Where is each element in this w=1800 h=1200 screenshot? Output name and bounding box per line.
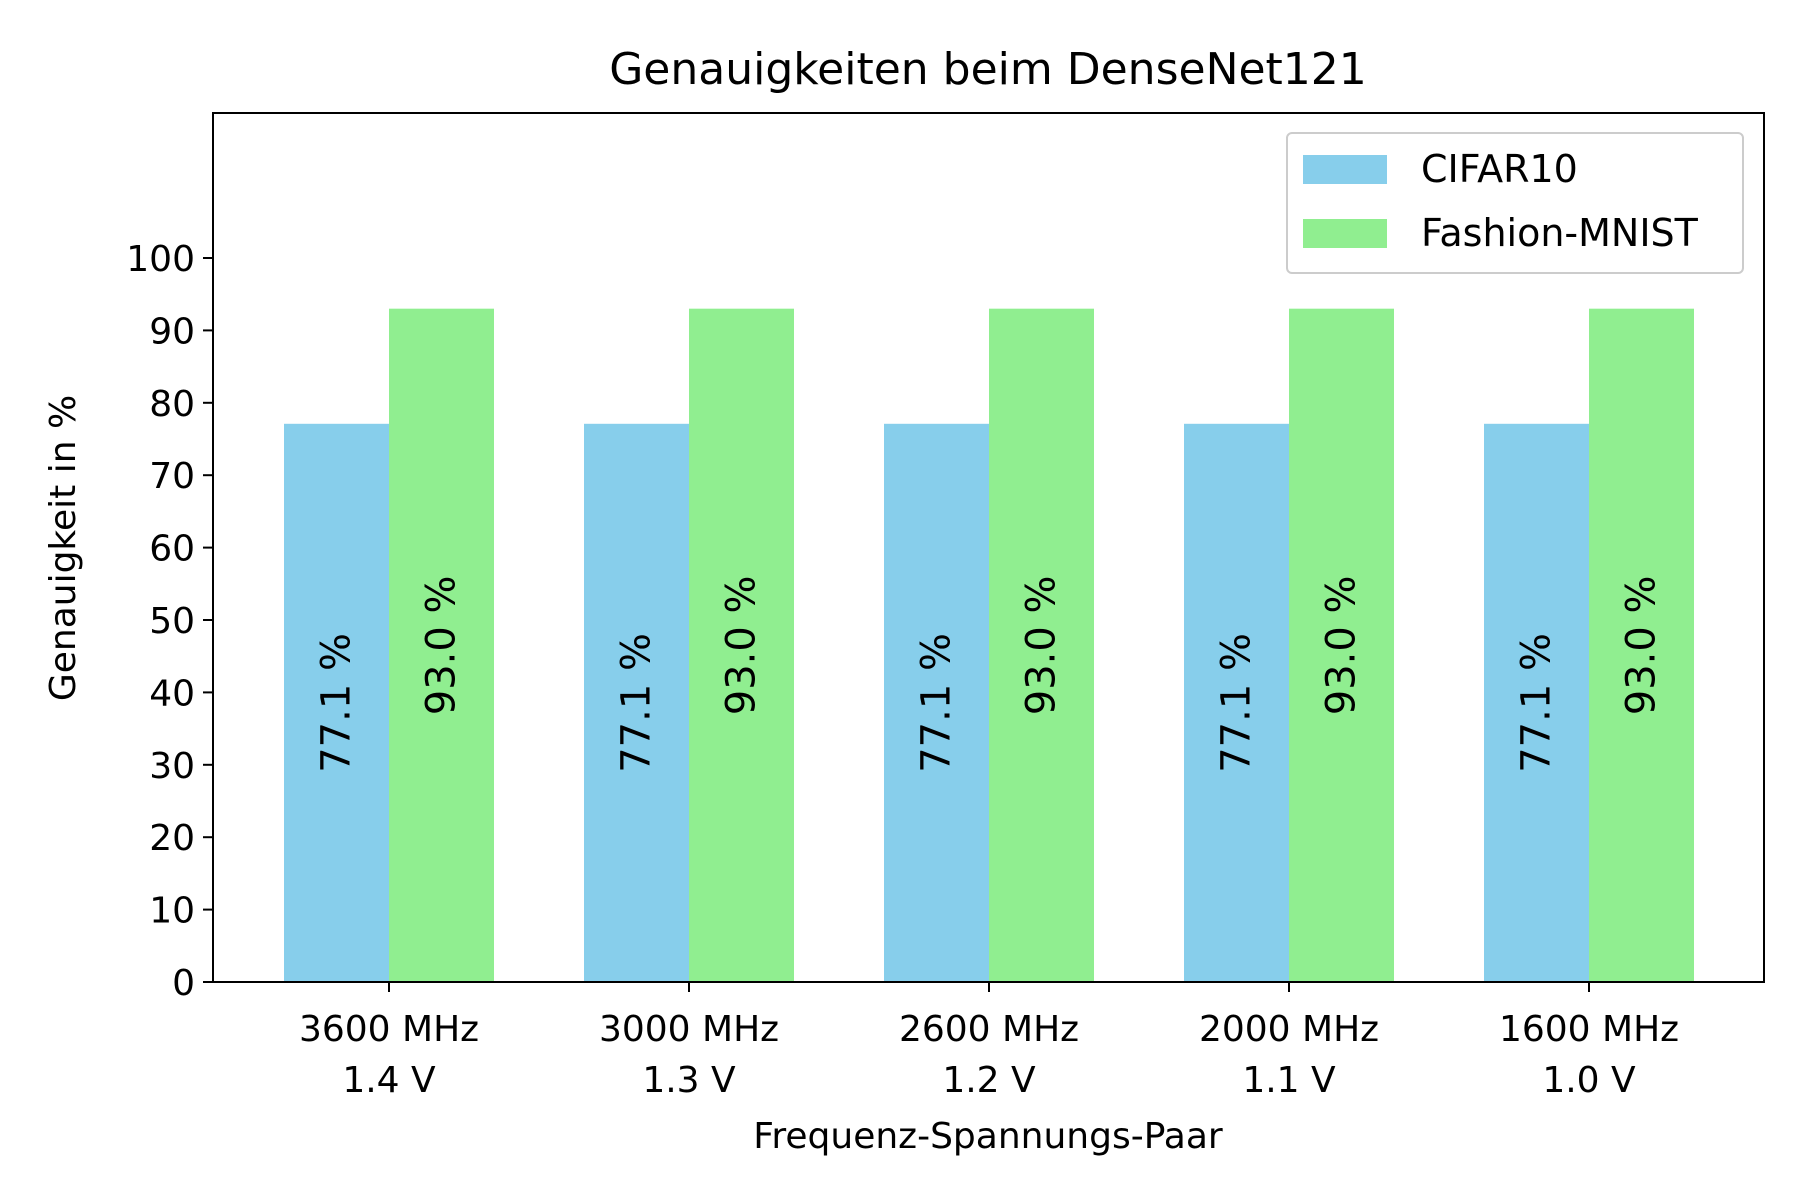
x-tick-label-5-line-1: 1600 MHz [1499, 1009, 1679, 1050]
y-tick-label-60: 60 [149, 529, 195, 570]
bar-fashion-mnist-3 [989, 308, 1094, 982]
bar-labels-layer: 77.1 % 77.1 % 77.1 % 77.1 % 77.1 % 93.0 % 93.0… [314, 575, 1665, 772]
bar-value-label-cifar10-5: 77.1 % [1514, 633, 1560, 773]
bars-layer [284, 308, 1694, 982]
legend-label-cifar10: CIFAR10 [1421, 147, 1578, 191]
y-axis-ticks: 0 10 20 30 40 50 60 70 80 90 100 [126, 239, 213, 1004]
y-tick-label-70: 70 [149, 456, 195, 497]
y-tick-label-80: 80 [149, 384, 195, 425]
x-tick-label-1-line-2: 1.4 V [342, 1060, 436, 1101]
bar-fashion-mnist-2 [689, 308, 794, 982]
x-tick-label-3-line-1: 2600 MHz [899, 1009, 1079, 1050]
x-tick-label-4-line-2: 1.1 V [1242, 1060, 1336, 1101]
legend-swatch-cifar10 [1303, 155, 1387, 184]
bar-value-label-cifar10-1: 77.1 % [314, 633, 360, 773]
legend-frame [1286, 132, 1744, 274]
y-tick-label-30: 30 [149, 746, 195, 787]
bar-fashion-mnist-5 [1589, 308, 1694, 982]
bar-value-label-fashion-mnist-1: 93.0 % [419, 575, 465, 715]
bar-value-label-cifar10-4: 77.1 % [1214, 633, 1260, 773]
chart-title: Genauigkeiten beim DenseNet121 [609, 44, 1367, 95]
bar-fashion-mnist-1 [389, 308, 494, 982]
x-axis-ticks: 3600 MHz 1.4 V 3000 MHz 1.3 V 2600 MHz 1.2 V 2… [299, 982, 1679, 1101]
legend-swatch-fashion-mnist [1303, 219, 1387, 248]
x-tick-label-4-line-1: 2000 MHz [1199, 1009, 1379, 1050]
bar-value-label-cifar10-3: 77.1 % [914, 633, 960, 773]
legend: CIFAR10 Fashion-MNIST [1286, 132, 1744, 274]
bar-value-label-fashion-mnist-4: 93.0 % [1319, 575, 1365, 715]
y-tick-label-100: 100 [126, 239, 195, 280]
x-axis-label: Frequenz-Spannungs-Paar [753, 1116, 1223, 1157]
bar-fashion-mnist-4 [1289, 308, 1394, 982]
y-tick-label-0: 0 [172, 963, 195, 1004]
y-axis-label: Genauigkeit in % [43, 395, 84, 701]
y-tick-label-90: 90 [149, 311, 195, 352]
bar-cifar10-2 [584, 423, 689, 982]
bar-cifar10-5 [1484, 423, 1589, 982]
bar-value-label-fashion-mnist-3: 93.0 % [1019, 575, 1065, 715]
x-tick-label-1-line-1: 3600 MHz [299, 1009, 479, 1050]
bar-value-label-fashion-mnist-5: 93.0 % [1619, 575, 1665, 715]
y-tick-label-20: 20 [149, 818, 195, 859]
x-tick-label-2-line-2: 1.3 V [642, 1060, 736, 1101]
y-tick-label-10: 10 [149, 891, 195, 932]
bar-cifar10-4 [1184, 423, 1289, 982]
legend-label-fashion-mnist: Fashion-MNIST [1421, 211, 1699, 255]
bar-value-label-cifar10-2: 77.1 % [614, 633, 660, 773]
bar-value-label-fashion-mnist-2: 93.0 % [719, 575, 765, 715]
x-tick-label-5-line-2: 1.0 V [1542, 1060, 1636, 1101]
x-tick-label-2-line-1: 3000 MHz [599, 1009, 779, 1050]
bar-cifar10-3 [884, 423, 989, 982]
y-tick-label-50: 50 [149, 601, 195, 642]
bar-cifar10-1 [284, 423, 389, 982]
y-tick-label-40: 40 [149, 673, 195, 714]
x-tick-label-3-line-2: 1.2 V [942, 1060, 1036, 1101]
